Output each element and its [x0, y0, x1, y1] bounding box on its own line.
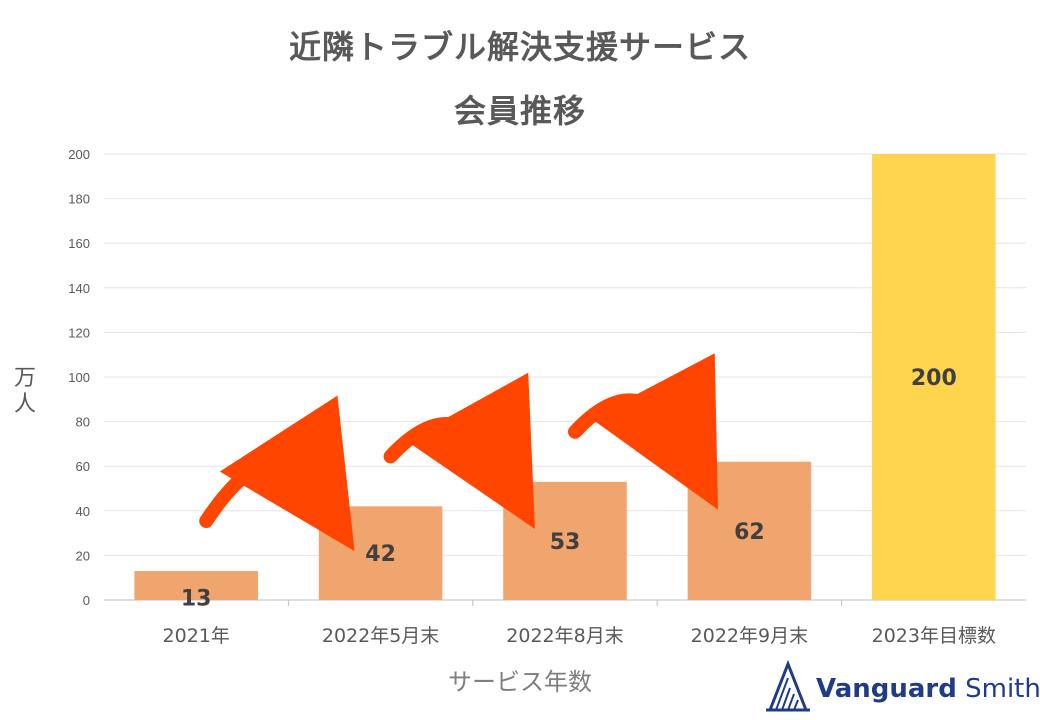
x-tick-labels: 2021年 2022年5月末 2022年8月末 2022年9月末 2023年目標数	[163, 625, 996, 647]
y-tick-label: 80	[76, 415, 90, 430]
x-tick-label: 2021年	[163, 625, 230, 647]
y-tick-label: 180	[68, 192, 90, 207]
y-tick-label: 20	[76, 548, 90, 563]
x-tick-label: 2023年目標数	[872, 625, 996, 647]
y-tick-label: 160	[68, 236, 90, 251]
y-tick-label: 0	[83, 593, 90, 608]
data-label: 62	[734, 520, 765, 545]
y-tick-label: 40	[76, 504, 90, 519]
y-axis-label: 万人	[13, 366, 36, 417]
data-label: 200	[911, 366, 957, 391]
data-labels: 13 42 53 62 200	[181, 366, 957, 612]
growth-arrow	[568, 353, 719, 510]
data-label: 42	[365, 542, 396, 567]
logo-mark-icon	[766, 659, 810, 712]
x-tick-label: 2022年9月末	[691, 625, 808, 647]
y-tick-label: 120	[68, 325, 90, 340]
growth-arrows	[199, 353, 719, 552]
growth-arrow	[383, 372, 535, 530]
chart-subtitle: 会員推移	[453, 92, 586, 130]
vanguard-smith-logo: Vanguard Smith	[766, 659, 1040, 716]
growth-arrow	[199, 395, 355, 552]
logo-brand: Vanguard	[816, 674, 957, 704]
bar	[134, 571, 258, 600]
x-tick-label: 2022年8月末	[506, 625, 623, 647]
y-tick-label: 60	[76, 459, 90, 474]
bar	[872, 154, 996, 600]
data-label: 53	[550, 530, 581, 555]
data-label: 13	[181, 587, 212, 612]
y-tick-label: 140	[68, 281, 90, 296]
logo-suffix: Smith	[965, 674, 1040, 704]
y-tick-label: 100	[68, 370, 90, 385]
y-tick-labels: 0 20 40 60 80 100 120 140 160 180 200	[68, 147, 90, 608]
y-tick-label: 200	[68, 147, 90, 162]
x-tick-label: 2022年5月末	[322, 625, 439, 647]
chart-title: 近隣トラブル解決支援サービス	[288, 28, 751, 66]
x-axis-label: サービス年数	[448, 668, 592, 696]
